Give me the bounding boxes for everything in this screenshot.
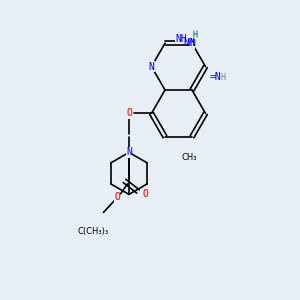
Text: NH: NH — [183, 38, 195, 48]
Text: C(CH₃)₃: C(CH₃)₃ — [77, 227, 109, 236]
Text: N: N — [126, 147, 132, 158]
Text: O: O — [114, 192, 120, 203]
Text: H: H — [193, 30, 197, 39]
Text: N: N — [148, 61, 154, 72]
Text: H: H — [193, 31, 198, 40]
Text: NH: NH — [176, 34, 188, 44]
Text: CH₃: CH₃ — [181, 153, 197, 162]
Text: O: O — [126, 108, 132, 118]
Text: =N: =N — [210, 72, 222, 82]
Text: O: O — [142, 189, 148, 200]
Text: N: N — [189, 38, 195, 48]
Text: H: H — [220, 73, 226, 82]
